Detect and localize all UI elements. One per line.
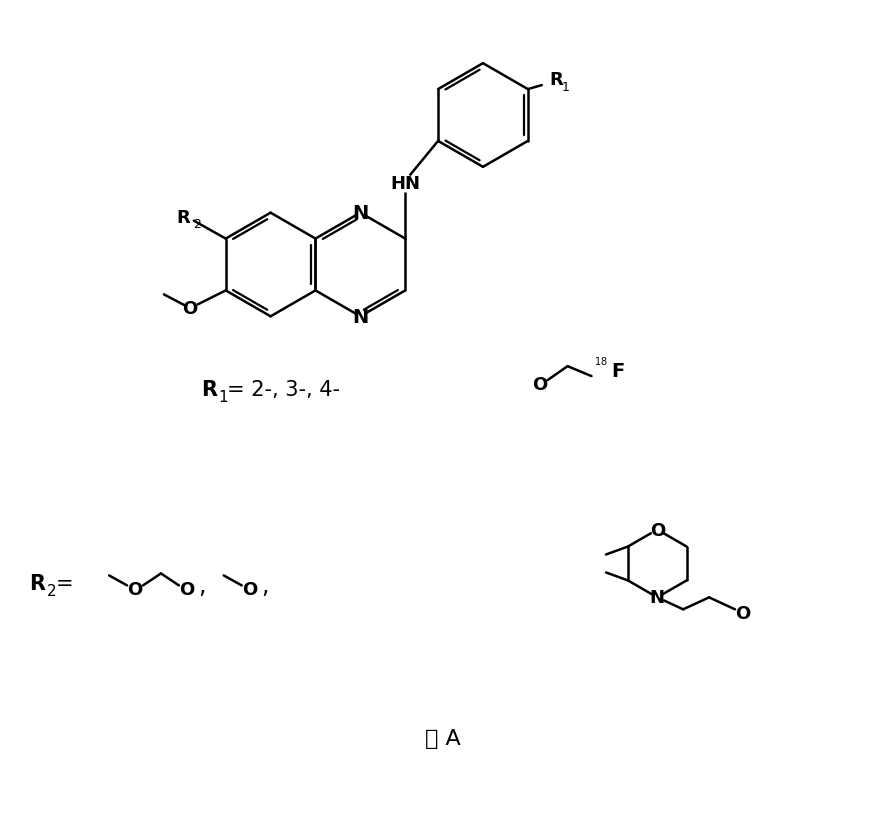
- Text: 2: 2: [47, 583, 57, 598]
- Text: ,: ,: [260, 573, 268, 598]
- Text: 1: 1: [562, 80, 570, 93]
- Text: 1: 1: [219, 389, 229, 404]
- Text: O: O: [128, 581, 143, 599]
- Text: R: R: [176, 208, 190, 226]
- Text: F: F: [611, 361, 625, 380]
- Text: O: O: [183, 300, 198, 318]
- Text: O: O: [735, 604, 750, 622]
- Text: R: R: [29, 573, 45, 594]
- Text: O: O: [179, 581, 195, 599]
- Text: R: R: [201, 379, 217, 400]
- Text: ,: ,: [198, 573, 206, 598]
- Text: N: N: [353, 204, 369, 223]
- Text: $^{18}$: $^{18}$: [595, 355, 609, 369]
- Text: 式 A: 式 A: [425, 728, 461, 748]
- Text: O: O: [532, 376, 548, 394]
- Text: =: =: [55, 573, 73, 594]
- Text: 2: 2: [193, 218, 201, 231]
- Text: HN: HN: [390, 174, 420, 192]
- Text: N: N: [353, 307, 369, 327]
- Text: N: N: [649, 589, 664, 607]
- Text: O: O: [649, 521, 664, 539]
- Text: O: O: [242, 581, 257, 599]
- Text: = 2-, 3-, 4-: = 2-, 3-, 4-: [227, 379, 339, 400]
- Text: R: R: [550, 71, 563, 89]
